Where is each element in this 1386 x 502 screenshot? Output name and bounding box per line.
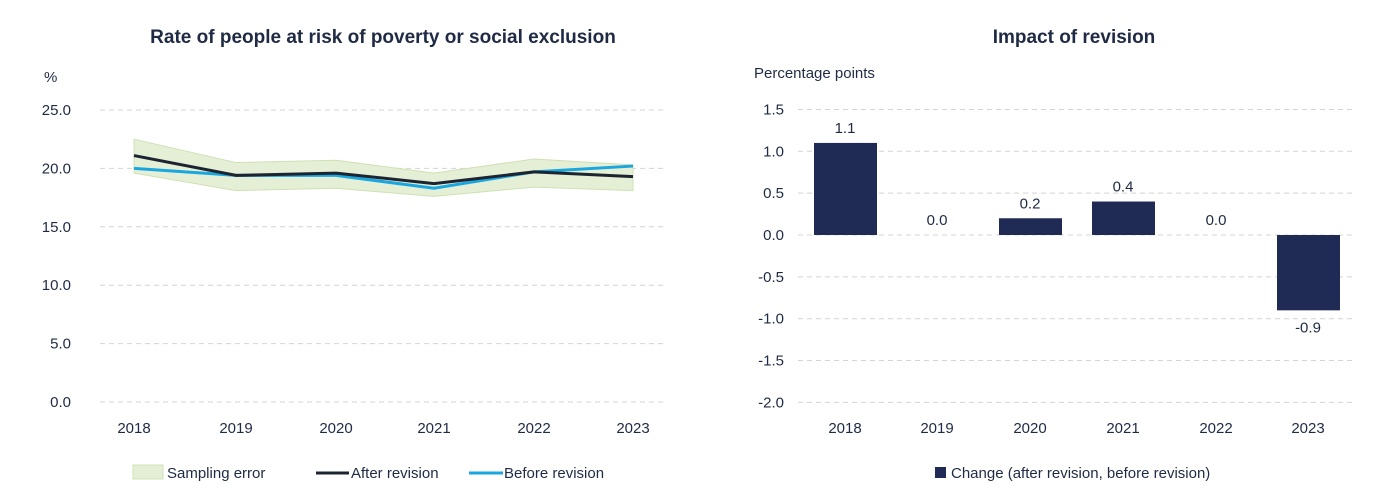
x-tick-label: 2018 (828, 420, 861, 437)
x-tick-label: 2021 (1106, 420, 1139, 437)
left-chart-title: Rate of people at risk of poverty or soc… (150, 27, 616, 48)
data-label: 0.2 (1020, 195, 1041, 212)
x-tick-label: 2020 (319, 420, 352, 437)
x-tick-label: 2023 (616, 420, 649, 437)
data-label: 0.0 (1206, 212, 1227, 229)
y-tick-label: 1.0 (763, 143, 784, 160)
x-tick-label: 2022 (1199, 420, 1232, 437)
data-label: 1.1 (835, 120, 856, 137)
bar (814, 142, 877, 235)
bar (1092, 201, 1155, 235)
legend-label: Change (after revision, before revision) (951, 465, 1210, 482)
y-tick-label: 10.0 (42, 277, 71, 294)
legend-label: After revision (351, 465, 439, 482)
legend-swatch-change (935, 467, 946, 478)
y-tick-label: 25.0 (42, 102, 71, 119)
y-tick-label: -2.0 (758, 394, 784, 411)
y-tick-label: 0.5 (763, 185, 784, 202)
y-tick-label: -0.5 (758, 269, 784, 286)
left-y-unit: % (44, 69, 57, 86)
data-label: 0.4 (1113, 179, 1134, 196)
bar (1277, 235, 1340, 311)
bar (999, 218, 1062, 235)
y-tick-label: -1.5 (758, 353, 784, 370)
y-tick-label: -1.0 (758, 311, 784, 328)
x-tick-label: 2019 (219, 420, 252, 437)
y-tick-label: 1.5 (763, 101, 784, 118)
y-tick-label: 20.0 (42, 160, 71, 177)
right-y-unit: Percentage points (754, 65, 875, 82)
x-tick-label: 2021 (417, 420, 450, 437)
y-tick-label: 15.0 (42, 219, 71, 236)
data-label: -0.9 (1295, 319, 1321, 336)
after-revision-line (133, 154, 634, 186)
y-tick-label: 0.0 (50, 394, 71, 411)
x-tick-label: 2020 (1013, 420, 1046, 437)
right-chart-title: Impact of revision (993, 27, 1156, 48)
x-tick-label: 2018 (117, 420, 150, 437)
y-tick-label: 5.0 (50, 336, 71, 353)
legend-label: Before revision (504, 465, 604, 482)
legend-swatch-sampling-error (132, 464, 164, 480)
x-tick-label: 2023 (1291, 420, 1324, 437)
x-tick-label: 2019 (920, 420, 953, 437)
before-revision-line (133, 164, 634, 190)
sampling-error-band (133, 138, 634, 197)
legend-label: Sampling error (167, 465, 265, 482)
x-tick-label: 2022 (517, 420, 550, 437)
data-label: 0.0 (927, 212, 948, 229)
y-tick-label: 0.0 (763, 227, 784, 244)
